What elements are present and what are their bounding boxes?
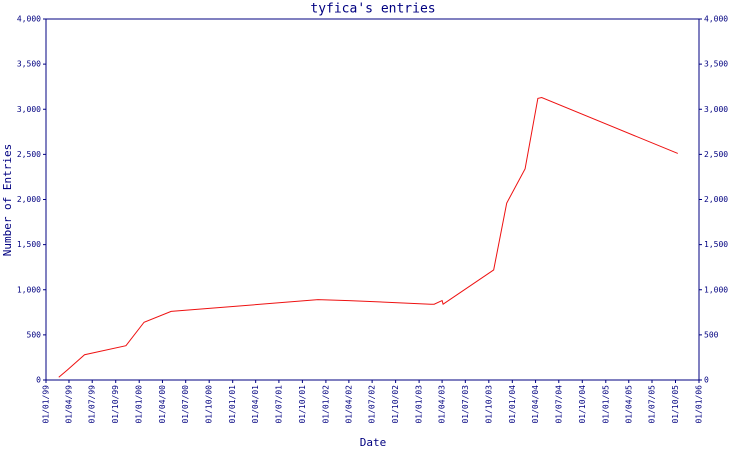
y-tick-label: 1,500	[17, 240, 41, 249]
y-tick-label: 2,500	[17, 150, 41, 159]
x-tick-label: 01/04/99	[64, 385, 73, 424]
x-tick-label: 01/07/01	[274, 385, 283, 424]
x-tick-label: 01/04/05	[624, 385, 633, 424]
y2-tick-label: 1,500	[704, 240, 728, 249]
x-tick-label: 01/10/03	[484, 385, 493, 424]
x-tick-label: 01/07/05	[648, 385, 657, 424]
y-tick-label: 3,000	[17, 105, 41, 114]
x-tick-label: 01/04/00	[158, 385, 167, 424]
x-tick-label: 01/07/04	[554, 385, 563, 424]
y2-tick-label: 2,000	[704, 195, 728, 204]
data-line	[58, 96, 678, 378]
y2-tick-label: 2,500	[704, 150, 728, 159]
y-tick-label: 0	[36, 376, 41, 385]
x-tick-label: 01/04/03	[438, 385, 447, 424]
x-tick-label: 01/01/05	[601, 385, 610, 424]
x-tick-label: 01/10/01	[298, 385, 307, 424]
y-tick-label: 2,000	[17, 195, 41, 204]
y2-tick-label: 4,000	[704, 15, 728, 24]
x-tick-label: 01/04/01	[251, 385, 260, 424]
y-axis-label: Number of Entries	[1, 144, 14, 257]
y2-tick-label: 1,000	[704, 285, 728, 294]
x-tick-label: 01/07/99	[88, 385, 97, 424]
x-tick-label: 01/10/04	[578, 385, 587, 424]
y2-tick-label: 3,500	[704, 60, 728, 69]
x-axis-label: Date	[360, 436, 387, 449]
x-tick-label: 01/01/03	[415, 385, 424, 424]
y-tick-label: 1,000	[17, 285, 41, 294]
y2-tick-label: 500	[704, 330, 719, 339]
x-tick-label: 01/01/00	[135, 385, 144, 424]
x-tick-label: 01/07/00	[181, 385, 190, 424]
x-tick-label: 01/10/99	[111, 385, 120, 424]
y2-tick-label: 0	[704, 376, 709, 385]
y-tick-label: 500	[27, 330, 42, 339]
x-tick-label: 01/07/03	[461, 385, 470, 424]
x-tick-label: 01/04/04	[531, 385, 540, 424]
y2-tick-label: 3,000	[704, 105, 728, 114]
x-tick-label: 01/07/02	[368, 385, 377, 424]
y-tick-label: 3,500	[17, 60, 41, 69]
x-tick-label: 01/10/02	[391, 385, 400, 424]
x-tick-label: 01/01/02	[321, 385, 330, 424]
x-tick-label: 01/10/05	[671, 385, 680, 424]
chart-title: tyfica's entries	[310, 2, 435, 17]
x-tick-label: 01/04/02	[344, 385, 353, 424]
x-tick-label: 01/01/06	[695, 385, 704, 424]
x-tick-label: 01/01/99	[42, 385, 51, 424]
x-tick-label: 01/01/01	[228, 385, 237, 424]
x-tick-label: 01/10/00	[205, 385, 214, 424]
y-tick-label: 4,000	[17, 15, 41, 24]
x-tick-label: 01/01/04	[508, 385, 517, 424]
